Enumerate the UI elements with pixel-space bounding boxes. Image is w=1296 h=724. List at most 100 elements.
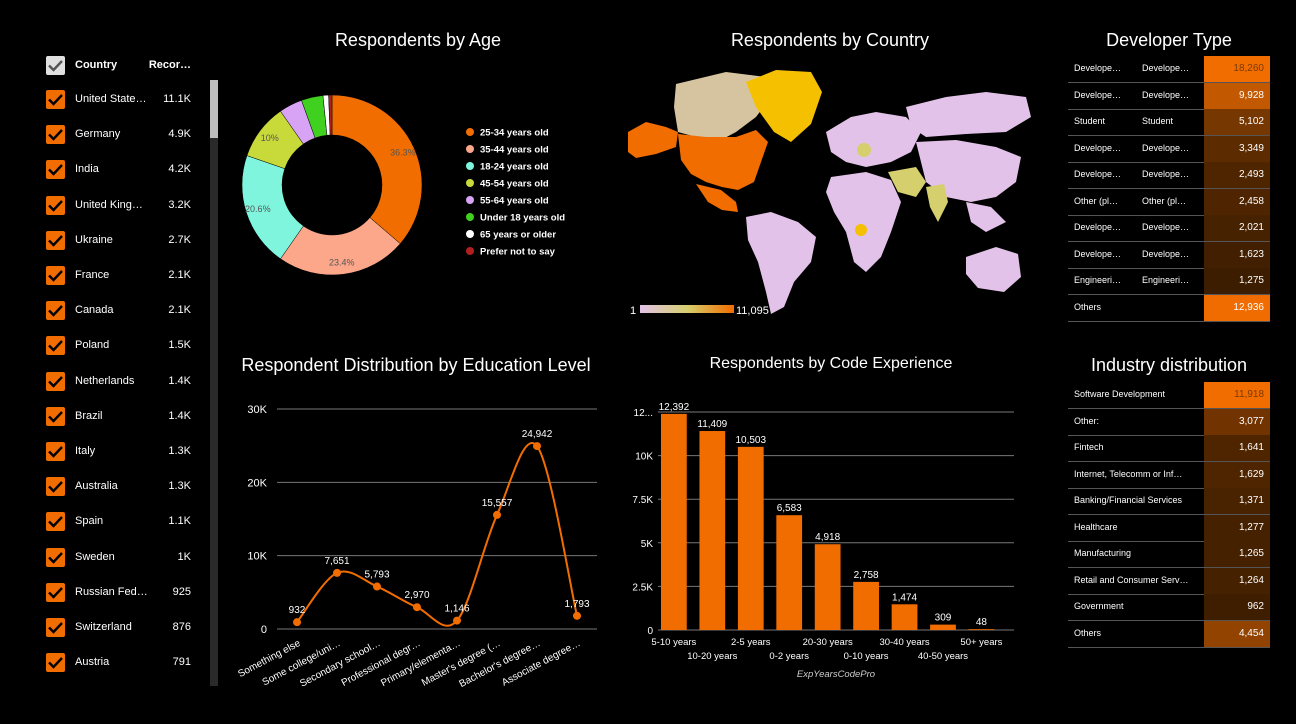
filter-row[interactable]: Australia 1.3K: [46, 477, 191, 512]
filter-row[interactable]: France 2.1K: [46, 266, 191, 301]
bar[interactable]: [968, 629, 995, 630]
filter-row[interactable]: India 4.2K: [46, 160, 191, 195]
table-row[interactable]: Develope… Develope… 2,021: [1068, 215, 1270, 242]
filter-scrollbar-thumb[interactable]: [210, 80, 218, 138]
filter-row[interactable]: United State… 11.1K: [46, 90, 191, 125]
table-row[interactable]: Internet, Telecomm or Inf… 1,629: [1068, 461, 1270, 489]
filter-scrollbar-track[interactable]: [210, 80, 218, 686]
filter-checkbox[interactable]: [46, 406, 65, 426]
table-row[interactable]: Develope… Develope… 18,260: [1068, 56, 1270, 83]
table-row[interactable]: Develope… Develope… 1,623: [1068, 241, 1270, 269]
world-map[interactable]: 1 11,095: [626, 62, 1036, 320]
filter-checkbox[interactable]: [46, 653, 65, 673]
bar[interactable]: [699, 431, 726, 630]
filter-country-name: Australia: [75, 480, 118, 493]
filter-row[interactable]: Sweden 1K: [46, 547, 191, 583]
table-row[interactable]: Develope… Develope… 9,928: [1068, 82, 1270, 110]
legend-swatch: [466, 179, 474, 187]
table-row[interactable]: Banking/Financial Services 1,371: [1068, 488, 1270, 515]
line-point[interactable]: [493, 510, 501, 519]
line-point[interactable]: [453, 616, 461, 625]
donut-slice[interactable]: [328, 94, 333, 136]
filter-country-name: India: [75, 163, 99, 176]
line-point[interactable]: [413, 603, 421, 612]
table-row[interactable]: Others 4,454: [1068, 620, 1270, 648]
filter-row[interactable]: Poland 1.5K: [46, 336, 191, 371]
filter-row[interactable]: Austria 791: [46, 653, 191, 686]
bar[interactable]: [737, 446, 764, 630]
filter-row[interactable]: United King… 3.2K: [46, 195, 191, 231]
map-region-europe-highlight: [857, 143, 871, 157]
filter-checkbox[interactable]: [46, 160, 65, 180]
table-cell-value: 2,021: [1204, 215, 1270, 241]
filter-checkbox[interactable]: [46, 547, 65, 567]
filter-checkbox[interactable]: [46, 477, 65, 497]
table-row[interactable]: Other (pl… Other (pl… 2,458: [1068, 188, 1270, 216]
filter-checkbox[interactable]: [46, 125, 65, 145]
filter-row[interactable]: Brazil 1.4K: [46, 406, 191, 442]
filter-row[interactable]: Netherlands 1.4K: [46, 371, 191, 407]
table-row[interactable]: Retail and Consumer Serv… 1,264: [1068, 567, 1270, 595]
table-row[interactable]: Engineeri… Engineeri… 1,275: [1068, 268, 1270, 295]
filter-checkbox[interactable]: [46, 442, 65, 461]
industry-title: Industry distribution: [1090, 355, 1248, 375]
filter-row[interactable]: Canada 2.1K: [46, 301, 191, 336]
y-tick-label: 0: [647, 626, 653, 637]
table-cell-subname: Develope…: [1142, 169, 1190, 179]
filter-country-count: 11.1K: [163, 93, 191, 105]
line-point[interactable]: [373, 582, 381, 591]
select-all-checkbox[interactable]: [46, 56, 65, 75]
filter-checkbox[interactable]: [46, 512, 65, 532]
filter-checkbox[interactable]: [46, 618, 65, 637]
bar[interactable]: [814, 544, 841, 630]
line-point[interactable]: [333, 568, 341, 577]
table-row[interactable]: Develope… Develope… 2,493: [1068, 162, 1270, 189]
table-cell-subname: Develope…: [1142, 222, 1190, 232]
donut-slice-label: 23.4%: [329, 257, 355, 267]
bar[interactable]: [930, 624, 956, 630]
filter-checkbox[interactable]: [46, 195, 65, 215]
line-point[interactable]: [573, 611, 581, 620]
filter-row[interactable]: Spain 1.1K: [46, 512, 191, 547]
filter-country-name: Canada: [75, 304, 114, 317]
table-row[interactable]: Government 962: [1068, 594, 1270, 621]
table-row[interactable]: Others 12,936: [1068, 294, 1270, 322]
filter-checkbox[interactable]: [46, 371, 65, 391]
filter-row[interactable]: Russian Fed… 925: [46, 582, 191, 618]
filter-row[interactable]: Switzerland 876: [46, 618, 191, 653]
table-row[interactable]: Manufacturing 1,265: [1068, 541, 1270, 568]
country-filter[interactable]: Country Recor… United State… 11.1K Germany…: [40, 46, 220, 686]
filter-checkbox[interactable]: [46, 90, 65, 109]
bar-value-label: 12,392: [659, 402, 690, 413]
x-tick-label: 50+ years: [960, 637, 1002, 648]
filter-checkbox[interactable]: [46, 301, 65, 321]
filter-row[interactable]: Germany 4.9K: [46, 125, 191, 160]
filter-checkbox[interactable]: [46, 230, 65, 250]
line-point[interactable]: [293, 618, 301, 627]
table-row[interactable]: Other: 3,077: [1068, 408, 1270, 436]
filter-header-country[interactable]: Country: [75, 59, 118, 71]
filter-checkbox[interactable]: [46, 582, 65, 602]
x-tick-label: 40-50 years: [918, 651, 968, 662]
legend-swatch: [466, 128, 474, 136]
table-row[interactable]: Fintech 1,641: [1068, 435, 1270, 462]
bar[interactable]: [891, 604, 918, 630]
table-row[interactable]: Software Development 11,918: [1068, 382, 1270, 409]
filter-checkbox[interactable]: [46, 336, 65, 356]
bar[interactable]: [853, 581, 879, 630]
bar[interactable]: [661, 413, 687, 630]
table-row[interactable]: Develope… Develope… 3,349: [1068, 135, 1270, 163]
table-row[interactable]: Healthcare 1,277: [1068, 514, 1270, 542]
table-row[interactable]: Student Student 5,102: [1068, 109, 1270, 136]
code-experience-bar-chart: 0 2.5K 5K 7.5K 10K 12... 12,392 5-10 years 11,40…: [632, 402, 1014, 680]
table-cell-value: 3,077: [1204, 408, 1270, 435]
filter-row[interactable]: Italy 1.3K: [46, 442, 191, 477]
filter-country-name: Brazil: [75, 409, 103, 422]
filter-checkbox[interactable]: [46, 266, 65, 285]
filter-header-records[interactable]: Recor…: [148, 59, 191, 71]
bar[interactable]: [776, 515, 803, 630]
donut-slice[interactable]: [331, 94, 423, 245]
line-point[interactable]: [533, 442, 541, 451]
y-tick-label: 30K: [247, 404, 267, 416]
filter-row[interactable]: Ukraine 2.7K: [46, 230, 191, 266]
